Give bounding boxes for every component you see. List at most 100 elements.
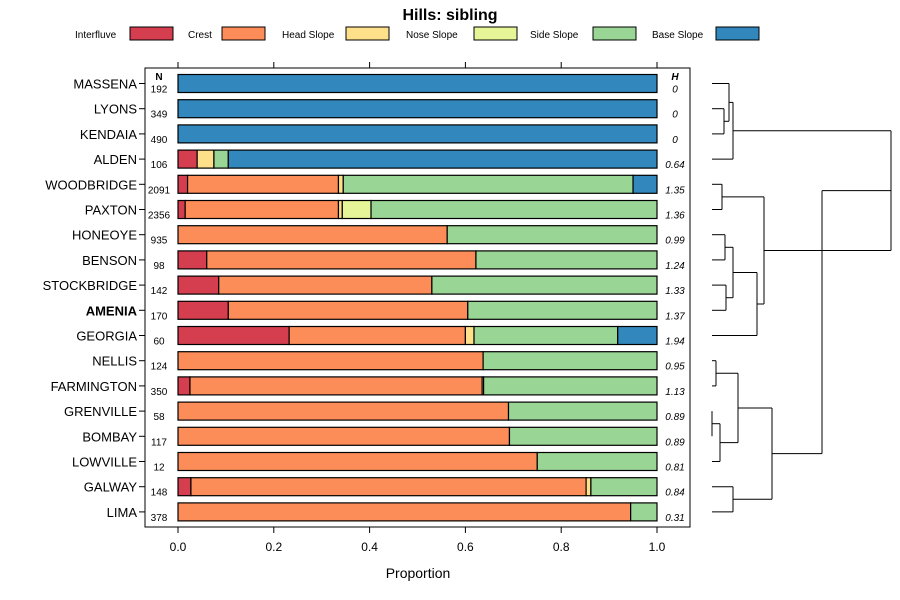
h-value: 0.95 <box>665 362 685 373</box>
bar-segment-side-slope <box>475 250 658 270</box>
category-label: WOODBRIDGE <box>45 177 137 192</box>
bar-segment-head-slope <box>337 174 344 194</box>
n-value: 98 <box>153 261 165 272</box>
category-label: MASSENA <box>73 77 137 92</box>
chart-title: Hills: sibling <box>402 7 497 24</box>
category-label: LYONS <box>94 102 137 117</box>
bar-segment-side-slope <box>467 300 658 320</box>
legend-swatch-1 <box>221 26 266 41</box>
legend-label-3: Nose Slope <box>406 30 458 41</box>
n-column-header: N <box>155 72 162 83</box>
bar-segment-crest <box>177 426 511 446</box>
n-value: 58 <box>153 412 165 423</box>
category-label: GRENVILLE <box>64 404 137 419</box>
n-value: 192 <box>151 85 168 96</box>
h-value: 1.36 <box>665 211 685 222</box>
n-value: 490 <box>151 135 168 146</box>
bar-segment-crest <box>288 325 466 346</box>
bar-segment-side-slope <box>342 174 634 194</box>
legend-label-0: Interfluve <box>75 30 117 41</box>
bar-segment-crest <box>177 351 484 371</box>
bar-segment-nose-slope <box>341 199 372 220</box>
bar-segment-interfluve <box>177 325 290 346</box>
h-value: 1.37 <box>665 311 685 322</box>
n-value: 148 <box>151 488 168 499</box>
legend-swatch-2 <box>345 26 390 41</box>
legend-label-2: Head Slope <box>282 30 335 41</box>
h-value: 0.64 <box>665 160 685 171</box>
h-value: 1.94 <box>665 337 685 348</box>
h-value: 0.81 <box>665 463 684 474</box>
h-value: 1.13 <box>665 387 685 398</box>
n-value: 124 <box>151 362 168 373</box>
h-value: 0.84 <box>665 488 685 499</box>
bar-segment-crest <box>227 300 469 320</box>
x-tick-label: 0.8 <box>553 540 570 554</box>
bar-segment-crest <box>177 451 538 472</box>
legend-label-1: Crest <box>188 30 212 41</box>
legend-label-4: Side Slope <box>530 30 579 41</box>
h-value: 1.33 <box>665 286 685 297</box>
x-tick-label: 0.2 <box>265 540 282 554</box>
bar-segment-crest <box>218 275 433 295</box>
n-value: 60 <box>153 337 165 348</box>
bar-segment-head-slope <box>196 149 215 169</box>
x-axis-label: Proportion <box>386 565 451 581</box>
x-tick-label: 0.0 <box>170 540 187 554</box>
legend: Interfluve Crest Head Slope Nose Slope Side … <box>75 26 760 41</box>
n-value: 170 <box>151 311 168 322</box>
category-label: BOMBAY <box>82 429 137 444</box>
category-label: NELLIS <box>92 354 137 369</box>
bar-segment-head-slope <box>464 325 475 346</box>
h-value: 0 <box>672 135 678 146</box>
x-tick-label: 0.4 <box>361 540 378 554</box>
bar-segment-side-slope <box>536 451 658 472</box>
h-column-header: H <box>671 72 679 83</box>
h-value: 0 <box>672 85 678 96</box>
category-label: AMENIA <box>86 303 138 318</box>
bar-segment-interfluve <box>177 300 229 320</box>
legend-swatch-4 <box>592 26 637 41</box>
h-value: 0.99 <box>665 236 685 247</box>
bar-segment-crest <box>186 174 340 194</box>
bar-segment-base-slope <box>227 149 658 169</box>
n-value: 106 <box>151 160 168 171</box>
dendrogram <box>711 83 892 513</box>
category-label: LOWVILLE <box>72 455 137 470</box>
h-value: 1.35 <box>665 185 685 196</box>
bar-segment-head-slope <box>585 477 592 497</box>
bar-segment-base-slope <box>177 124 658 144</box>
plot-frame <box>144 67 691 528</box>
bar-segment-side-slope <box>370 199 658 220</box>
category-label: GALWAY <box>84 480 138 495</box>
legend-swatch-3 <box>473 26 518 41</box>
bar-segment-side-slope <box>590 477 658 497</box>
bar-segment-crest <box>177 401 510 421</box>
bar-segment-base-slope <box>177 99 658 119</box>
h-value: 0 <box>672 110 678 121</box>
bar-segment-side-slope <box>473 325 619 346</box>
bar-segment-side-slope <box>507 401 658 421</box>
legend-swatch-5 <box>715 26 760 41</box>
legend-label-5: Base Slope <box>652 30 704 41</box>
bar-segment-interfluve <box>177 376 191 396</box>
n-value: 117 <box>151 437 167 448</box>
bar-segment-interfluve <box>177 174 189 194</box>
n-value: 142 <box>151 286 168 297</box>
bar-segment-interfluve <box>177 250 208 270</box>
bar-segment-side-slope <box>431 275 658 295</box>
bar-segment-interfluve <box>177 149 198 169</box>
bar-segment-interfluve <box>177 199 186 220</box>
bar-segment-side-slope <box>508 426 658 446</box>
n-value: 12 <box>153 463 165 474</box>
category-label: STOCKBRIDGE <box>43 278 138 293</box>
bar-segment-side-slope <box>482 351 658 371</box>
category-label: LIMA <box>107 505 138 520</box>
bar-segment-side-slope <box>630 502 658 522</box>
x-tick-label: 0.6 <box>457 540 474 554</box>
h-value: 0.31 <box>665 513 684 524</box>
bar-segment-side-slope <box>483 376 658 396</box>
bar-segment-crest <box>206 250 477 270</box>
category-label: HONEOYE <box>72 228 137 243</box>
